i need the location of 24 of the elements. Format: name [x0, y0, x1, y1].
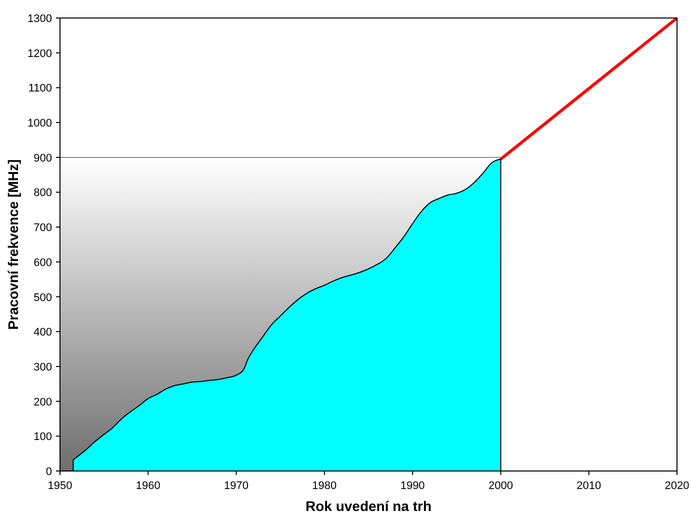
y-tick-label: 1000 [28, 118, 52, 130]
y-tick-label: 400 [34, 326, 52, 339]
y-tick-label: 1300 [28, 13, 52, 25]
y-tick-label: 300 [34, 361, 52, 374]
y-tick-label: 200 [34, 396, 52, 408]
y-tick-label: 800 [34, 187, 52, 200]
y-tick-label: 900 [34, 152, 52, 164]
x-tick-label: 1970 [224, 480, 249, 492]
x-tick-label: 2010 [576, 480, 602, 492]
y-tick-label: 1200 [28, 48, 52, 60]
x-tick-label: 2020 [664, 480, 690, 492]
x-tick-label: 1980 [312, 480, 337, 492]
y-tick-label: 500 [34, 292, 52, 304]
y-tick-label: 1100 [28, 82, 52, 95]
y-tick-label: 600 [34, 256, 52, 269]
x-tick-label: 1950 [48, 480, 72, 492]
x-tick-label: 1960 [136, 480, 160, 492]
x-axis-title: Rok uvedení na trh [305, 498, 432, 514]
x-tick-label: 1990 [400, 480, 425, 492]
y-tick-label: 700 [34, 222, 52, 234]
y-axis-title: Pracovní frekvence [MHz] [5, 159, 21, 330]
x-tick-label: 2000 [488, 480, 513, 492]
y-tick-label: 0 [46, 466, 52, 478]
y-tick-label: 100 [34, 431, 52, 444]
